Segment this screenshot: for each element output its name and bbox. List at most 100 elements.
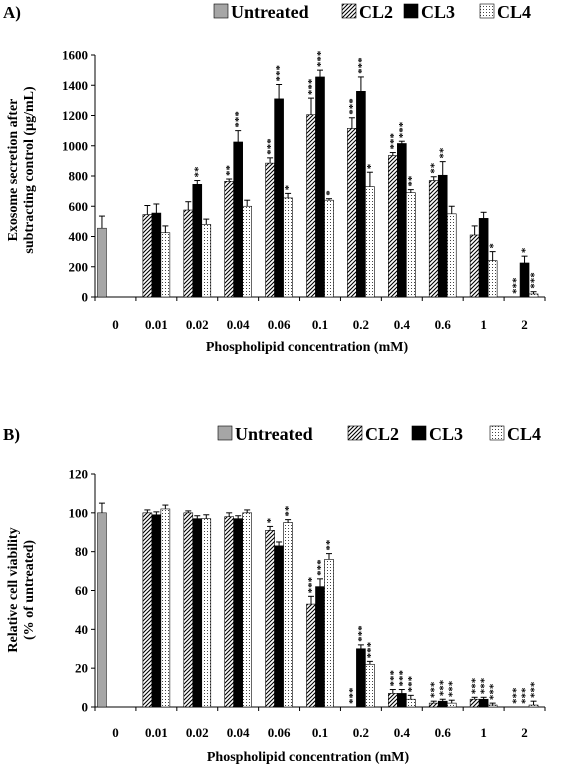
panel-b-y-title-line1: Relative cell viability [6,527,21,652]
y-tick-label: 1000 [62,138,88,153]
x-tick-label: 0.4 [394,317,411,332]
x-tick-label: 0.6 [435,725,452,740]
bar-cl2 [224,180,234,298]
bar-cl4 [406,698,416,708]
bar-cl2 [388,155,398,298]
legend-cl4-swatch [479,3,495,19]
panel-a-y-title-line2: subtracting control (µg/mL) [22,86,37,254]
bar-cl2 [428,180,439,298]
x-tick-label: 0.02 [186,725,209,740]
panel-b-y-title-line2: (% of untreated) [22,540,37,640]
bar-cl4 [487,260,498,298]
bar-cl4 [201,224,212,298]
bar-cl4 [528,293,539,298]
bar-cl2 [347,128,357,298]
panel-a-x-title: Phospholipid concentration (mM) [206,340,409,355]
x-tick-label: 0.06 [268,317,291,332]
significance-marker: *** [274,64,286,81]
y-tick-label: 1600 [62,48,88,63]
bar-cl3 [437,700,448,708]
x-tick-label: 0.02 [186,317,209,332]
bar-cl4 [365,186,375,298]
significance-marker: *** [488,683,500,700]
panel-a-label: A) [3,3,21,22]
bar-cl4 [446,213,457,298]
x-tick-label: 0.4 [394,725,411,740]
y-tick-label: 40 [75,622,88,637]
bar-cl4 [365,663,375,708]
legend-untreated-label: Untreated [231,2,309,22]
bar-cl2 [469,698,480,708]
significance-marker: *** [365,641,377,658]
bar-cl4 [324,199,334,298]
significance-marker: * [283,184,295,190]
bar-cl3 [233,141,243,298]
bar-cl4 [283,197,293,298]
y-tick-label: 1200 [62,108,88,123]
panel-a-chart: A) Untreated CL2 CL3 CL4 020040060080010… [3,2,546,355]
bar-cl4 [324,559,334,708]
x-tick-label: 0.2 [353,725,369,740]
bar-cl3 [437,174,448,298]
bar-cl4 [201,518,212,708]
y-tick-label: 80 [75,544,88,559]
bar-cl4 [446,702,457,708]
significance-marker: * [265,517,277,523]
bar-cl4 [406,192,416,298]
significance-marker: *** [388,133,400,150]
x-tick-label: 0 [112,725,119,740]
significance-marker: *** [388,670,400,687]
significance-marker: *** [356,57,368,74]
significance-marker: *** [511,687,523,704]
significance-marker: *** [315,50,327,67]
legend-untreated-label: Untreated [235,424,313,444]
panel-a-plot: 0 200 400 600 800 1000 1200 1400 1600 0 0.01 0.02 0.… [62,48,546,332]
y-tick-label: 100 [69,505,89,520]
y-tick-label: 200 [69,259,89,274]
bar-cl2 [224,516,234,708]
legend-cl3-label: CL3 [421,2,455,22]
significance-marker: * [324,190,336,196]
significance-marker: *** [233,111,245,128]
significance-marker: ** [406,175,418,187]
bar-cl2 [265,162,275,298]
legend-cl2-swatch [341,3,357,19]
x-tick-label: 0.1 [312,725,328,740]
bar-cl2 [142,214,153,298]
significance-marker: * [488,243,500,249]
significance-marker: *** [347,98,359,115]
bar-cl4 [160,508,171,708]
significance-marker: *** [356,625,368,642]
bar-cl3 [233,518,243,708]
legend-cl2-swatch [347,425,363,441]
significance-marker: ** [324,539,336,551]
significance-marker: *** [265,138,277,155]
panel-b-label: B) [3,425,20,444]
y-tick-label: 0 [82,290,89,305]
y-tick-label: 60 [75,583,88,598]
bar-cl2 [183,209,194,298]
significance-marker: *** [520,687,532,704]
x-tick-label: 0.04 [227,725,250,740]
bar-cl3 [151,212,162,298]
legend-cl3-label: CL3 [429,424,463,444]
bar-cl3 [192,184,203,298]
significance-marker: *** [397,121,409,138]
significance-marker: *** [529,681,541,698]
significance-marker: *** [479,677,491,694]
x-tick-label: 1 [480,317,487,332]
significance-marker: ** [283,505,295,517]
significance-marker: *** [511,277,523,294]
bar-cl3 [274,545,284,708]
x-tick-label: 2 [521,725,528,740]
bar-cl4 [242,205,252,298]
significance-marker: *** [529,272,541,289]
legend-untreated-swatch [217,425,233,441]
bar-untreated [97,512,107,708]
x-tick-label: 0.01 [145,317,168,332]
bar-cl2 [388,693,398,708]
bar-cl2 [183,512,194,708]
panel-b-legend: Untreated CL2 CL3 CL4 [217,424,541,444]
panel-a-y-title-line1: Exosome secretion after [6,99,21,242]
